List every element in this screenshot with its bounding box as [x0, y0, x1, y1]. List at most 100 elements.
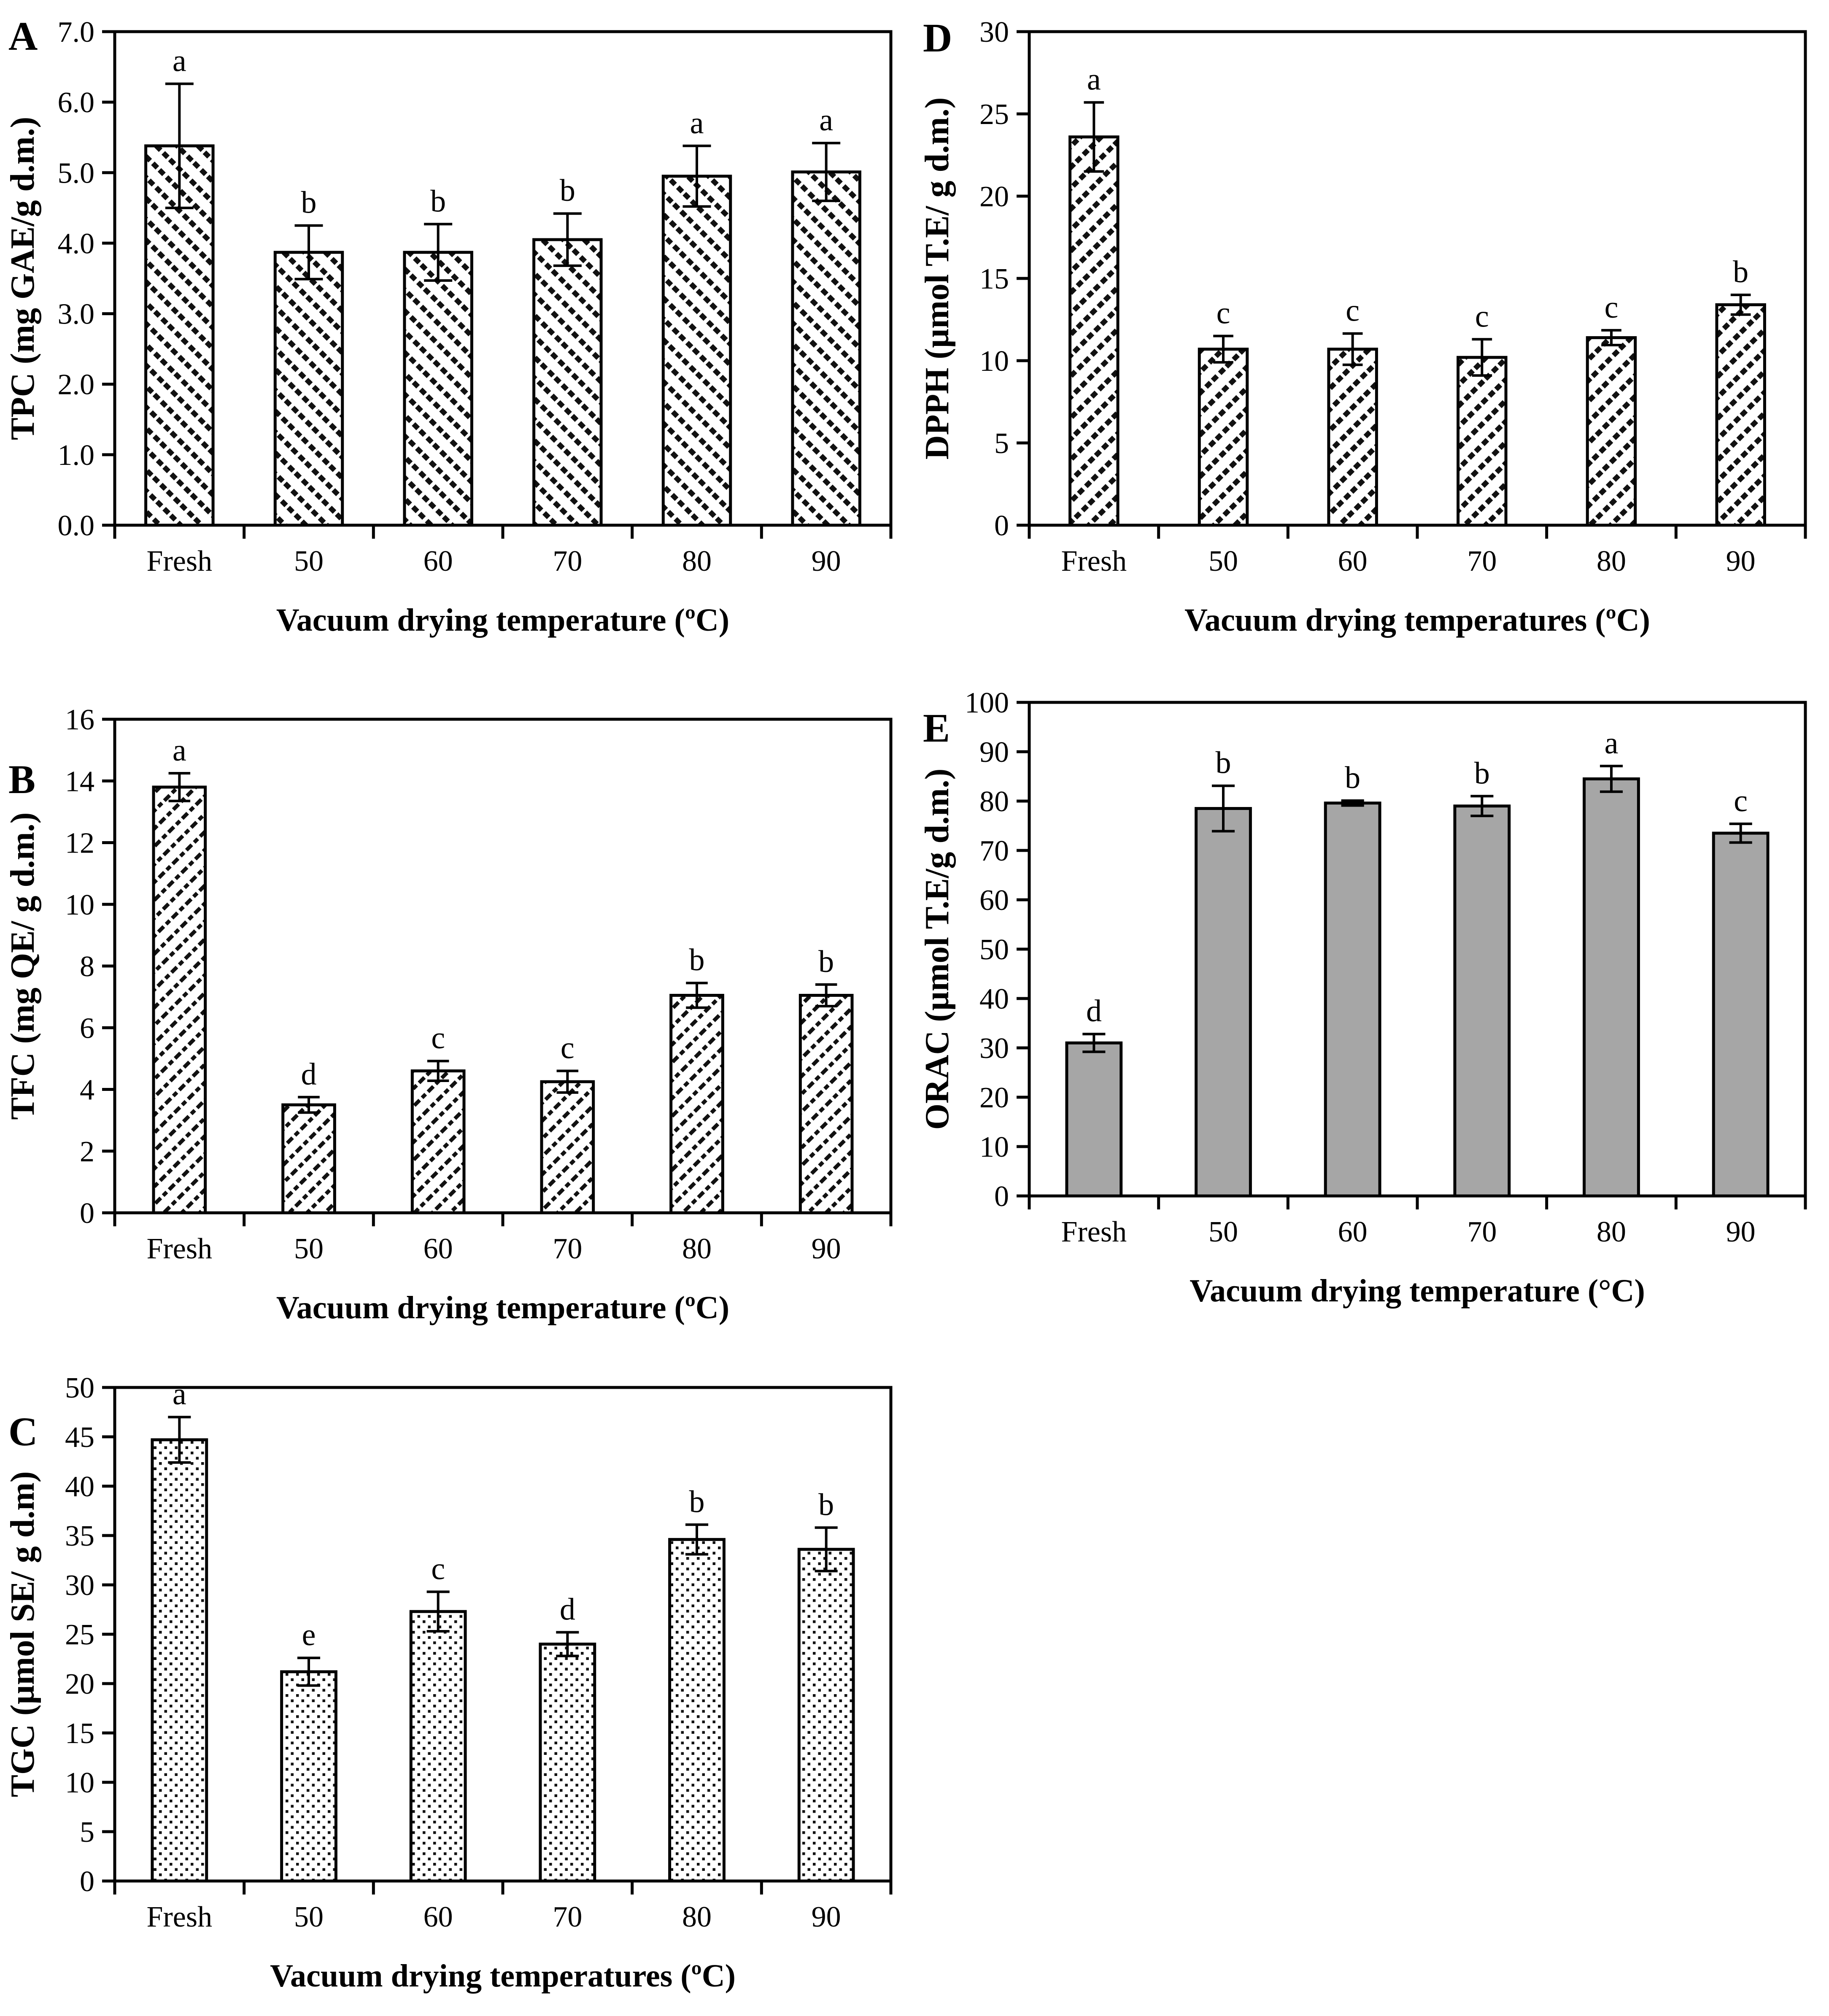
- y-tick-label: 8: [80, 950, 94, 983]
- x-axis-title: Vacuum drying temperature (°C): [1190, 1273, 1645, 1309]
- y-tick-label: 25: [979, 98, 1009, 131]
- y-tick-label: 0: [80, 1865, 94, 1898]
- y-tick-label: 4: [80, 1074, 94, 1107]
- bar-70: [1453, 804, 1511, 1198]
- y-tick-label: 0.0: [58, 510, 95, 542]
- y-tick-label: 6.0: [58, 86, 95, 119]
- x-tick-label: 60: [1338, 545, 1368, 578]
- y-tick-label: 2: [80, 1136, 94, 1168]
- bar-90: [799, 993, 854, 1214]
- x-tick-label: 90: [812, 545, 841, 578]
- x-axis-title: Vacuum drying temperatures (ºC): [270, 1958, 736, 1994]
- bar-80: [669, 993, 724, 1214]
- x-tick-label: Fresh: [147, 1901, 213, 1933]
- x-tick-label: 70: [1467, 1216, 1497, 1248]
- y-tick-label: 10: [65, 1767, 94, 1799]
- y-tick-label: 100: [965, 687, 1009, 719]
- sig-letter: a: [1087, 62, 1101, 97]
- bar-80: [661, 175, 732, 527]
- x-tick-label: 70: [1467, 545, 1497, 578]
- x-axis-title: Vacuum drying temperature (ºC): [276, 1290, 729, 1325]
- plot-border: [1028, 30, 1807, 527]
- plot-border: [113, 718, 893, 1214]
- y-tick-label: 15: [65, 1717, 94, 1750]
- chart-panel-A: 0.0 1.0 2.0 3.0 4.0 5.0 6.0 7.0 a Fresh b 50 b 60 b 70 a…: [0, 0, 914, 658]
- plot-border: [1028, 701, 1807, 1198]
- y-tick-label: 20: [65, 1668, 94, 1700]
- x-tick-label: 50: [294, 545, 324, 578]
- y-tick-label: 10: [979, 1131, 1009, 1163]
- y-tick-label: 14: [65, 765, 94, 798]
- bar-60: [410, 1069, 466, 1214]
- y-tick-label: 12: [65, 827, 94, 860]
- sig-letter: d: [301, 1057, 317, 1092]
- sig-letter: b: [1216, 746, 1231, 780]
- y-tick-label: 5.0: [58, 157, 95, 189]
- chart-panel-C: 0 5 10 15 20 25 30 35 40 45 50 a Fresh e 50 c 60 d 70 b 80 b 9…: [0, 1356, 914, 2014]
- y-tick-label: 2.0: [58, 369, 95, 401]
- y-tick-label: 1.0: [58, 439, 95, 472]
- y-tick-label: 20: [979, 1082, 1009, 1114]
- y-axis-title: DPPH (µmol T.E/ g d.m.): [919, 97, 956, 460]
- y-tick-label: 4.0: [58, 227, 95, 260]
- panel-letter-E: E: [923, 705, 950, 750]
- sig-letter: a: [173, 1377, 186, 1411]
- sig-letter: b: [1345, 761, 1360, 795]
- y-tick-label: 10: [65, 889, 94, 921]
- chart-svg-A: 0.0 1.0 2.0 3.0 4.0 5.0 6.0 7.0 a Fresh b 50 b 60 b 70 a…: [4, 13, 893, 638]
- x-tick-label: Fresh: [1061, 545, 1127, 578]
- y-tick-label: 5: [80, 1816, 94, 1849]
- bar-80: [1583, 777, 1640, 1198]
- x-tick-label: 50: [294, 1901, 324, 1933]
- x-tick-label: 80: [682, 1233, 712, 1265]
- x-tick-label: 80: [682, 545, 712, 578]
- bar-90: [797, 1548, 855, 1883]
- x-tick-label: Fresh: [147, 545, 213, 578]
- y-axis-title: TFC (mg QE/ g d.m.): [4, 812, 41, 1120]
- chart-panel-D: 0 5 10 15 20 25 30 a Fresh c 50 c 60 c 70 c 80 b 90 Vacuum …: [914, 0, 1829, 658]
- y-axis-title: ORAC (µmol T.E/g d.m.): [919, 769, 956, 1130]
- y-tick-label: 60: [979, 884, 1009, 917]
- x-tick-label: 60: [424, 1901, 453, 1933]
- panel-letter-C: C: [8, 1409, 38, 1454]
- sig-letter: b: [560, 173, 575, 208]
- chart-panel-B: 0 2 4 6 8 10 12 14 16 a Fresh d 50 c 60 c 70 b 80 b 90 Vacuum…: [0, 688, 914, 1346]
- chart-svg-E: 0 10 20 30 40 50 60 70 80 90 100 d Fresh b 50 b 60 b 70 a 80…: [919, 687, 1807, 1309]
- y-tick-label: 50: [979, 934, 1009, 966]
- sig-letter: b: [301, 186, 317, 220]
- bar-50: [1195, 807, 1252, 1198]
- sig-letter: b: [689, 943, 705, 977]
- y-tick-label: 7.0: [58, 16, 95, 49]
- sig-letter: c: [431, 1021, 445, 1055]
- y-tick-label: 15: [979, 263, 1009, 295]
- bar-60: [403, 251, 473, 527]
- sig-letter: a: [173, 733, 186, 768]
- y-tick-label: 70: [979, 835, 1009, 867]
- x-tick-label: 70: [553, 545, 582, 578]
- panel-letter-D: D: [923, 15, 952, 60]
- y-axis-title: TGC (µmol SE/ g d.m): [4, 1471, 41, 1797]
- y-tick-label: 3.0: [58, 298, 95, 331]
- y-tick-label: 0: [80, 1197, 94, 1230]
- y-tick-label: 0: [994, 510, 1009, 542]
- y-tick-label: 45: [65, 1421, 94, 1454]
- y-tick-label: 30: [979, 16, 1009, 49]
- sig-letter: c: [431, 1552, 445, 1586]
- bar-70: [539, 1642, 596, 1883]
- x-tick-label: 90: [812, 1233, 841, 1265]
- bar-Fresh: [152, 785, 207, 1214]
- y-tick-label: 0: [994, 1180, 1009, 1213]
- sig-letter: c: [1734, 784, 1748, 818]
- x-tick-label: 60: [424, 1233, 453, 1265]
- x-tick-label: 90: [1726, 545, 1756, 578]
- x-tick-label: 90: [1726, 1216, 1756, 1248]
- x-tick-label: 80: [1597, 545, 1626, 578]
- x-tick-label: 60: [1338, 1216, 1368, 1248]
- sig-letter: a: [1605, 726, 1619, 761]
- chart-svg-C: 0 5 10 15 20 25 30 35 40 45 50 a Fresh e 50 c 60 d 70 b 80 b 9…: [4, 1372, 893, 1994]
- sig-letter: b: [1474, 756, 1490, 791]
- sig-letter: c: [561, 1031, 575, 1066]
- y-tick-label: 10: [979, 345, 1009, 378]
- panel-letter-B: B: [8, 757, 35, 802]
- bar-70: [532, 238, 603, 527]
